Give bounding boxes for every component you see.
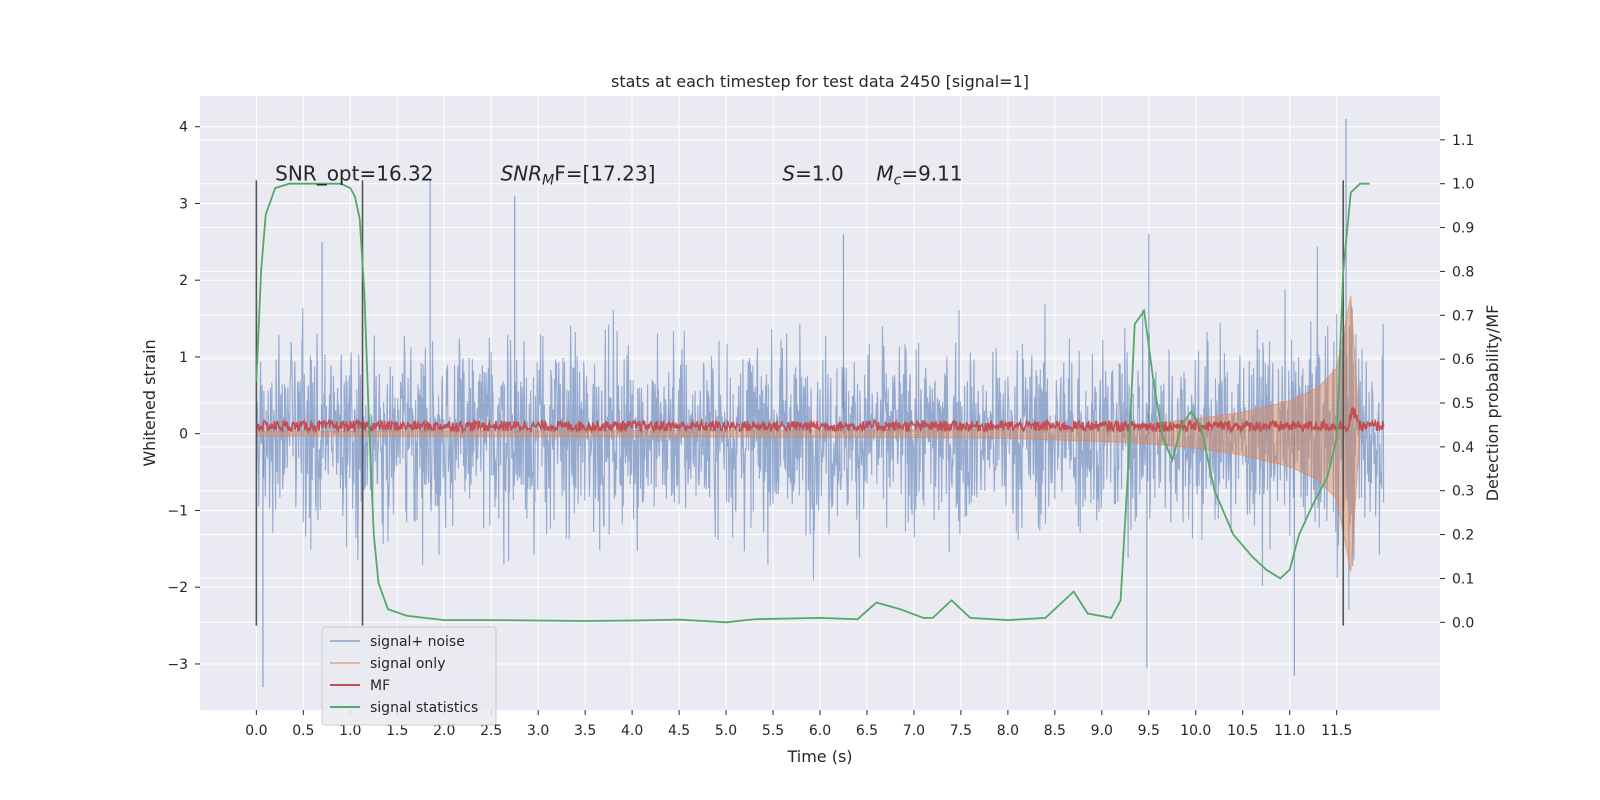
y-tick-label: 4 [179, 120, 188, 136]
x-tick-label: 7.0 [903, 723, 925, 739]
annotation-0: SNR_opt=16.32 [275, 161, 433, 185]
legend: signal+ noise signal only MF signal statist… [321, 626, 497, 726]
y-right-tick-label: 0.0 [1452, 615, 1474, 631]
y-right-axis-ticks: 1.1 1.0 0.9 0.8 0.7 0.6 0.5 0.4 0.3 0.2 0.1 0.0 [1440, 133, 1474, 631]
legend-frame [321, 626, 497, 726]
x-tick-label: 10.0 [1180, 723, 1211, 739]
x-axis-ticks: 0.0 0.5 1.0 1.5 2.0 2.5 3.0 3.5 4.0 4.5 5.0 5.5 6.0 6… [245, 710, 1352, 739]
x-tick-label: 9.0 [1091, 723, 1113, 739]
y-right-axis-label: Detection probability/MF [1483, 305, 1502, 502]
y-right-tick-label: 0.2 [1452, 528, 1474, 544]
x-tick-label: 8.0 [997, 723, 1019, 739]
chart-title: stats at each timestep for test data 245… [611, 72, 1029, 91]
x-tick-label: 2.0 [433, 723, 455, 739]
annotation-main: SNR_opt=16.32 [275, 161, 433, 185]
y-axis-ticks: 4 3 2 1 0 −1 −2 −3 [167, 120, 200, 673]
series-mf [255, 407, 1385, 435]
x-axis-label: Time (s) [786, 747, 852, 766]
x-tick-label: 0.0 [245, 723, 267, 739]
legend-label-0: signal+ noise [370, 634, 465, 650]
y-tick-label: −1 [167, 503, 188, 519]
y-tick-label: −3 [167, 657, 188, 673]
annotation-sub: c [894, 172, 902, 188]
x-tick-label: 9.5 [1138, 723, 1160, 739]
x-tick-label: 11.0 [1274, 723, 1305, 739]
annotation-main: M [876, 161, 893, 185]
x-tick-label: 1.0 [339, 723, 361, 739]
y-right-tick-label: 0.9 [1452, 221, 1474, 237]
y-right-tick-label: 0.4 [1452, 440, 1474, 456]
x-tick-label: 0.5 [292, 723, 314, 739]
y-tick-label: 0 [179, 427, 188, 443]
y-tick-label: 1 [179, 350, 188, 366]
y-right-tick-label: 0.3 [1452, 484, 1474, 500]
x-tick-label: 5.5 [762, 723, 784, 739]
y-right-tick-label: 1.1 [1452, 133, 1474, 149]
annotation-2: S=1.0 [782, 161, 843, 185]
x-tick-label: 1.5 [386, 723, 408, 739]
x-tick-label: 4.0 [621, 723, 643, 739]
y-tick-label: −2 [167, 580, 188, 596]
y-right-tick-label: 1.0 [1452, 177, 1474, 193]
x-tick-label: 7.5 [950, 723, 972, 739]
x-tick-label: 10.5 [1227, 723, 1258, 739]
x-tick-label: 8.5 [1044, 723, 1066, 739]
x-tick-label: 4.5 [668, 723, 690, 739]
y-right-tick-label: 0.5 [1452, 396, 1474, 412]
y-right-tick-label: 0.1 [1452, 571, 1474, 587]
annotation-main: SNR [501, 161, 543, 185]
annotation-tail: =1.0 [795, 161, 844, 185]
y-right-tick-label: 0.8 [1452, 264, 1474, 280]
series-signal-statistics [255, 182, 1370, 624]
x-tick-label: 2.5 [480, 723, 502, 739]
y-right-tick-label: 0.6 [1452, 352, 1474, 368]
x-tick-label: 6.5 [856, 723, 878, 739]
x-tick-label: 5.0 [715, 723, 737, 739]
x-tick-label: 11.5 [1321, 723, 1352, 739]
y-right-tick-label: 0.7 [1452, 308, 1474, 324]
series-line-mf [255, 407, 1385, 435]
legend-label-2: MF [370, 678, 390, 694]
annotation-1: SNRMF=[17.23] [501, 161, 656, 188]
y-tick-label: 3 [179, 196, 188, 212]
annotation-sub: M [542, 172, 554, 188]
annotation-tail: F=[17.23] [554, 161, 655, 185]
annotations: SNR_opt=16.32 SNRMF=[17.23] S=1.0 Mc=9.11 [275, 161, 962, 188]
legend-label-3: signal statistics [370, 700, 478, 716]
legend-label-1: signal only [370, 656, 445, 672]
x-tick-label: 3.0 [527, 723, 549, 739]
annotation-tail: =9.11 [901, 161, 962, 185]
x-tick-label: 3.5 [574, 723, 596, 739]
y-axis-label: Whitened strain [140, 339, 159, 466]
y-tick-label: 2 [179, 273, 188, 289]
annotation-main: S [782, 161, 795, 185]
x-tick-label: 6.0 [809, 723, 831, 739]
series-line-signal-statistics [255, 182, 1370, 624]
annotation-3: Mc=9.11 [876, 161, 962, 188]
